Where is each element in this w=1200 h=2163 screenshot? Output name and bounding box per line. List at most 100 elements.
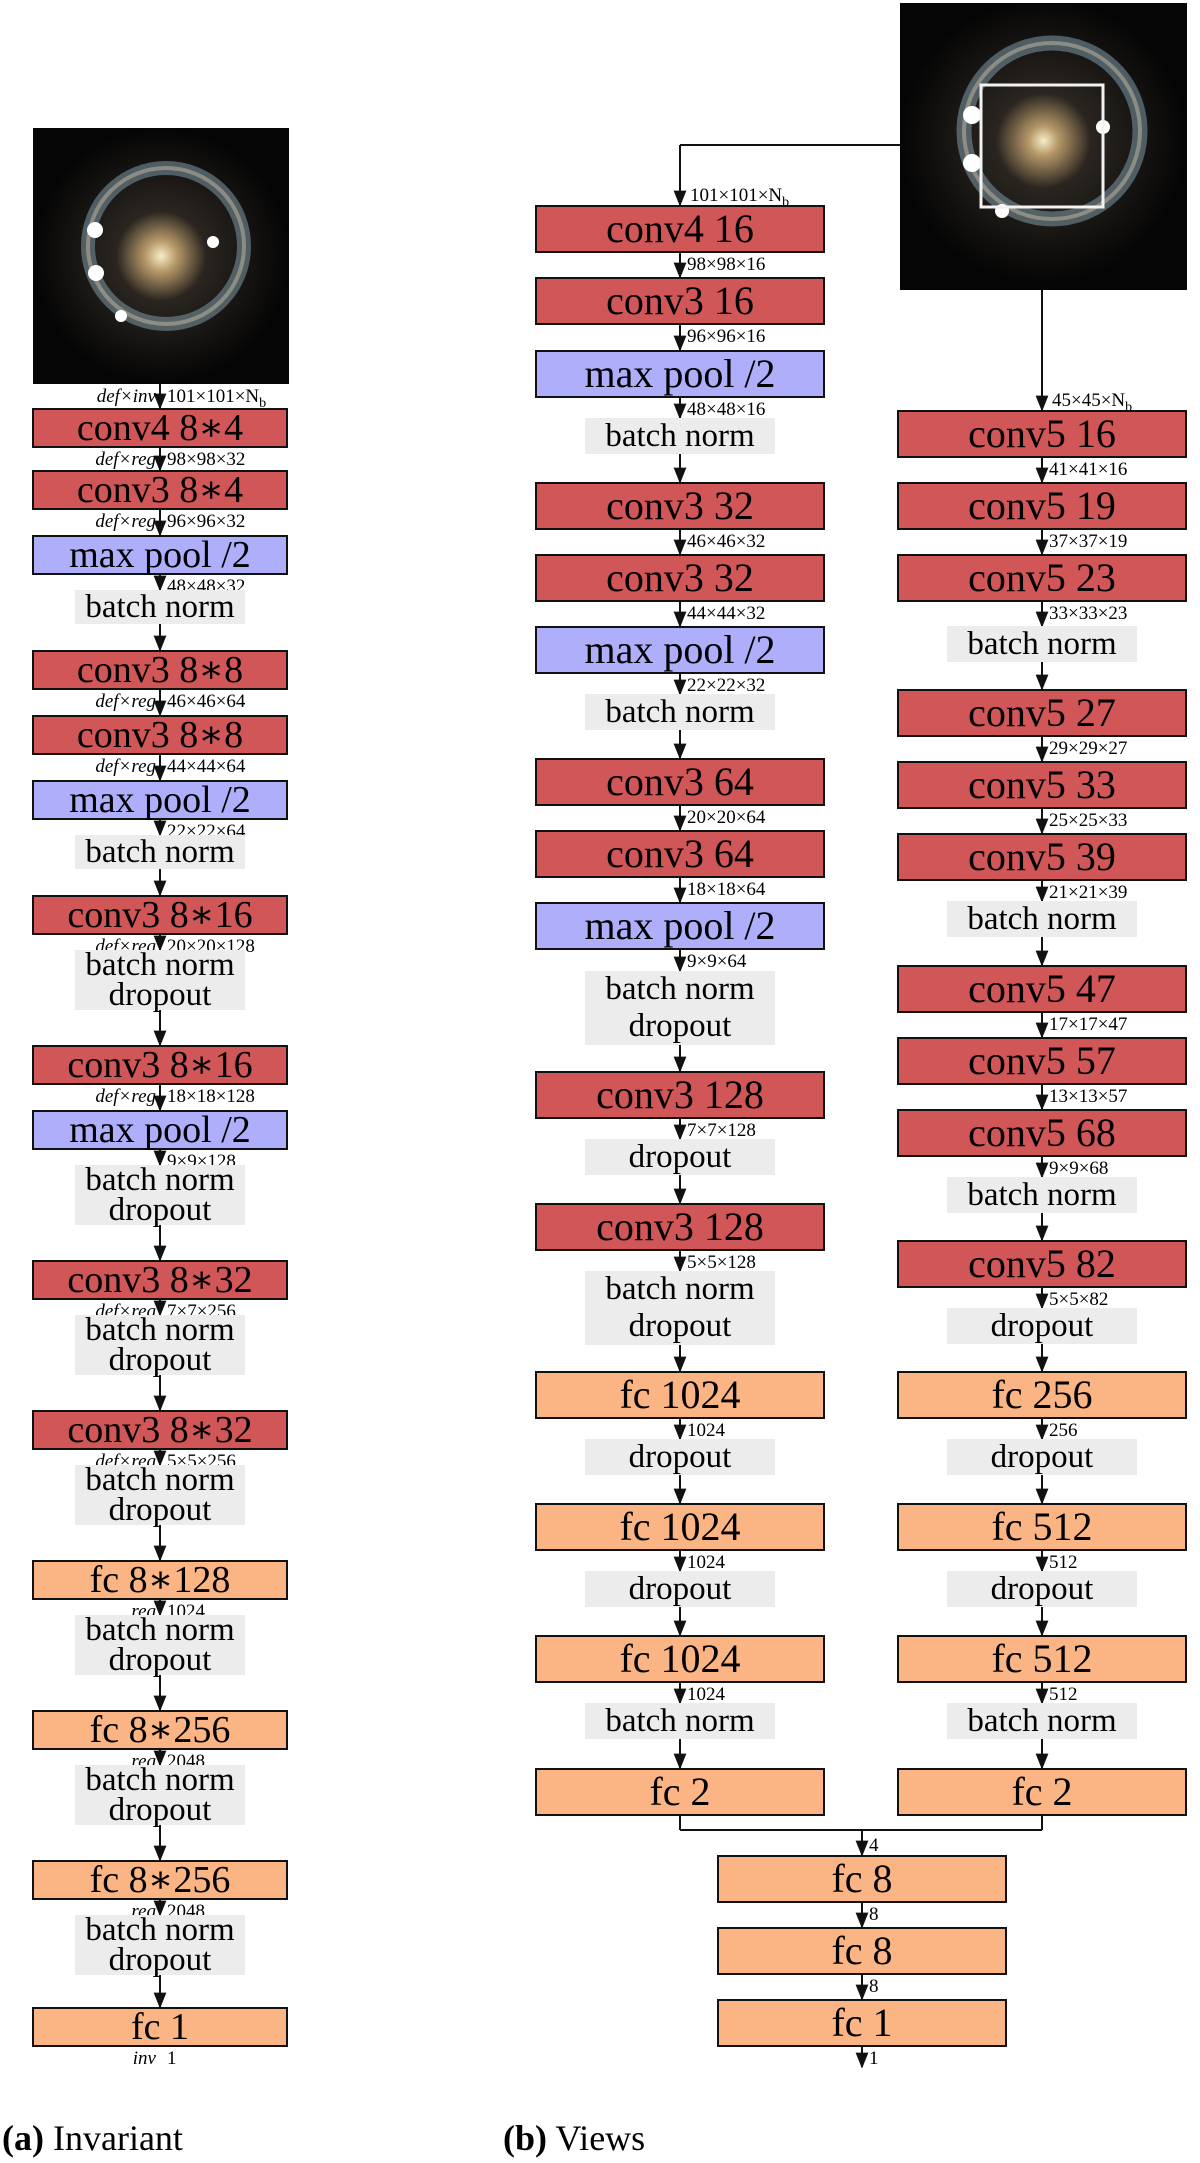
batch-norm-label: batch norm [85,1612,235,1648]
tensor-shape-label: 37×37×19 [1049,531,1128,552]
tensor-shape-label: 18×18×128 [167,1086,255,1107]
tensor-shape-label: 5×5×128 [687,1252,756,1273]
layer-note: batch norm [585,418,775,454]
dropout-label: dropout [628,1571,732,1607]
dense-layer: fc 2 [897,1768,1187,1816]
operation-label: def×reg [95,1086,156,1107]
layer-note: batch norm [585,694,775,730]
tensor-shape-label: 8 [869,1976,879,1997]
tensor-shape-label: 21×21×39 [1049,882,1128,903]
dense-layer: fc 2 [535,1768,825,1816]
tensor-shape-label: 98×98×32 [167,449,246,470]
layer-note: dropout [947,1439,1137,1475]
conv-layer: conv5 19 [897,482,1187,530]
pooling-layer: max pool /2 [32,1110,288,1150]
conv-layer: conv5 33 [897,761,1187,809]
batch-norm-label: batch norm [967,1703,1117,1739]
lens-input-image [33,128,289,384]
layer-note: batch norm dropout [75,1612,245,1678]
tensor-shape-label: 5×5×82 [1049,1289,1109,1310]
layer-note: dropout [947,1571,1137,1607]
tensor-shape-label: 48×48×16 [687,399,766,420]
subscript: b [1125,399,1133,415]
batch-norm-label: batch norm [605,1703,755,1739]
dense-layer: fc 1024 [535,1635,825,1683]
conv-layer: conv5 57 [897,1037,1187,1085]
conv-layer: conv4 16 [535,205,825,253]
dropout-label: dropout [990,1571,1094,1607]
lens-input-image [900,3,1187,290]
dense-layer: fc 256 [897,1371,1187,1419]
dropout-label: dropout [628,1139,732,1175]
layer-note: batch norm [75,590,245,624]
tensor-shape-label: 9×9×68 [1049,1158,1109,1179]
tensor-shape-label: 98×98×16 [687,254,766,275]
conv-layer: conv5 27 [897,689,1187,737]
layer-note: batch norm [585,1703,775,1739]
conv-layer: conv3 128 [535,1203,825,1251]
caption-views: (b) Views [503,2118,646,2158]
pooling-layer: max pool /2 [32,535,288,575]
layer-note: batch norm dropout [585,1271,775,1345]
layer-note: batch norm [75,835,245,869]
conv-layer: conv3 8∗8 [32,715,288,755]
pooling-layer: max pool /2 [535,626,825,674]
conv-layer: conv3 32 [535,482,825,530]
batch-norm-label: batch norm [605,694,755,730]
tensor-shape-label: 256 [1049,1420,1078,1441]
batch-norm-label: batch norm [605,971,755,1007]
batch-norm-label: batch norm [85,947,235,983]
dense-layer: fc 8 [717,1927,1007,1975]
dropout-label: dropout [108,1942,212,1978]
tensor-shape-label: 96×96×16 [687,326,766,347]
tensor-shape-label: 1024 [687,1684,725,1705]
operation-label: def×reg [95,511,156,532]
batch-norm-label: batch norm [85,1162,235,1198]
tensor-shape-label: 512 [1049,1552,1078,1573]
tensor-shape-label: 1 [869,2048,879,2069]
dropout-label: dropout [628,1308,732,1344]
dropout-label: dropout [628,1008,732,1044]
input-shape-label: 101×101×Nb [690,185,790,210]
dense-layer: fc 512 [897,1503,1187,1551]
dense-layer: fc 1 [717,1999,1007,2047]
tensor-shape-label: 1024 [687,1420,725,1441]
einstein-ring-icon [33,128,289,384]
layer-note: batch norm dropout [75,947,245,1013]
dense-layer: fc 512 [897,1635,1187,1683]
operation-label: def×reg [95,756,156,777]
dropout-label: dropout [990,1308,1094,1344]
layer-note: dropout [947,1308,1137,1344]
pooling-layer: max pool /2 [535,902,825,950]
dropout-label: dropout [108,1642,212,1678]
tensor-shape-label: 13×13×57 [1049,1086,1128,1107]
layer-note: batch norm dropout [75,1462,245,1527]
conv-layer: conv3 8∗8 [32,650,288,690]
conv-layer: conv3 64 [535,758,825,806]
batch-norm-label: batch norm [85,1762,235,1798]
merge-shape-label: 4 [869,1835,879,1856]
tensor-shape-label: 46×46×32 [687,531,766,552]
layer-note: dropout [585,1571,775,1607]
operation-label: inv [132,2048,156,2069]
layer-note: batch norm dropout [585,971,775,1045]
tensor-shape-label: 44×44×64 [167,756,246,777]
tensor-shape-label: 7×7×128 [687,1120,756,1141]
dropout-label: dropout [108,977,212,1013]
dropout-label: dropout [108,1792,212,1828]
batch-norm-label: batch norm [85,1462,235,1498]
batch-norm-label: batch norm [85,589,235,625]
dropout-label: dropout [108,1342,212,1378]
tensor-shape-label: 44×44×32 [687,603,766,624]
operation-label: def×inv [96,386,156,407]
dropout-label: dropout [990,1439,1094,1475]
tensor-shape-label: 25×25×33 [1049,810,1128,831]
layer-note: batch norm dropout [75,1762,245,1828]
batch-norm-label: batch norm [605,1271,755,1307]
caption-invariant: (a) Invariant [2,2118,183,2158]
batch-norm-label: batch norm [85,1312,235,1348]
conv-layer: conv3 8∗16 [32,1045,288,1085]
tensor-shape-label: 20×20×64 [687,807,766,828]
tensor-shape-label: 1024 [687,1552,725,1573]
